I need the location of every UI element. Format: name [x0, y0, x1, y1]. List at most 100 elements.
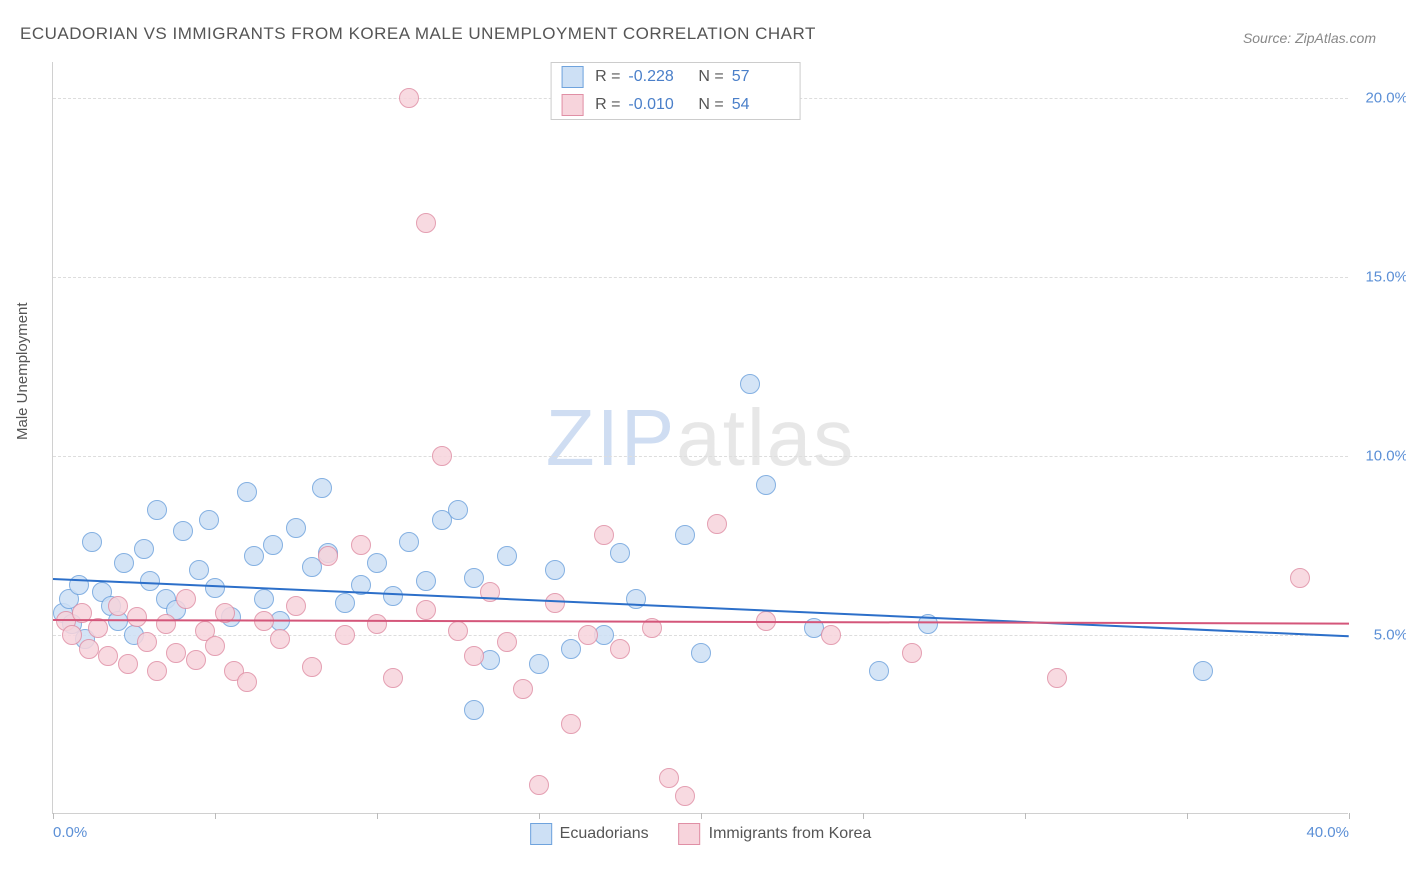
data-point-ecuadorians — [740, 374, 760, 394]
swatch-bottom-korea — [679, 823, 701, 845]
data-point-ecuadorians — [69, 575, 89, 595]
x-tick — [215, 813, 216, 819]
grid-line — [53, 456, 1348, 457]
data-point-ecuadorians — [675, 525, 695, 545]
data-point-ecuadorians — [416, 571, 436, 591]
x-tick-label: 40.0% — [1306, 824, 1349, 841]
y-tick-label: 5.0% — [1374, 626, 1406, 643]
data-point-korea — [351, 535, 371, 555]
source-attribution: Source: ZipAtlas.com — [1243, 30, 1376, 46]
data-point-ecuadorians — [254, 589, 274, 609]
y-axis-title: Male Unemployment — [14, 302, 31, 440]
legend-item-ecuadorians: Ecuadorians — [530, 823, 649, 845]
watermark-zip: ZIP — [546, 393, 676, 482]
data-point-ecuadorians — [464, 568, 484, 588]
data-point-ecuadorians — [529, 654, 549, 674]
r-value-0: -0.228 — [628, 68, 686, 86]
data-point-korea — [137, 632, 157, 652]
n-label-0: N = — [698, 68, 723, 86]
data-point-korea — [399, 88, 419, 108]
data-point-ecuadorians — [189, 560, 209, 580]
data-point-korea — [186, 650, 206, 670]
data-point-ecuadorians — [1193, 661, 1213, 681]
n-value-0: 57 — [732, 68, 790, 86]
data-point-korea — [513, 679, 533, 699]
data-point-ecuadorians — [610, 543, 630, 563]
data-point-ecuadorians — [263, 535, 283, 555]
data-point-ecuadorians — [134, 539, 154, 559]
trend-line-korea — [53, 619, 1349, 625]
trend-line-ecuadorians — [53, 578, 1349, 637]
grid-line — [53, 277, 1348, 278]
data-point-korea — [108, 596, 128, 616]
data-point-ecuadorians — [205, 578, 225, 598]
data-point-korea — [416, 213, 436, 233]
source-name: ZipAtlas.com — [1295, 30, 1376, 46]
data-point-ecuadorians — [383, 586, 403, 606]
plot-area: ZIPatlas R = -0.228 N = 57 R = -0.010 N … — [52, 62, 1348, 814]
data-point-ecuadorians — [147, 500, 167, 520]
data-point-ecuadorians — [869, 661, 889, 681]
data-point-korea — [594, 525, 614, 545]
data-point-korea — [176, 589, 196, 609]
x-tick-label: 0.0% — [53, 824, 87, 841]
x-tick — [1025, 813, 1026, 819]
x-tick — [1349, 813, 1350, 819]
data-point-korea — [675, 786, 695, 806]
x-tick — [539, 813, 540, 819]
data-point-korea — [367, 614, 387, 634]
data-point-ecuadorians — [367, 553, 387, 573]
x-tick — [701, 813, 702, 819]
data-point-ecuadorians — [756, 475, 776, 495]
data-point-korea — [432, 446, 452, 466]
y-tick-label: 15.0% — [1365, 268, 1406, 285]
series-legend: Ecuadorians Immigrants from Korea — [530, 823, 872, 845]
data-point-korea — [1290, 568, 1310, 588]
grid-line — [53, 635, 1348, 636]
swatch-korea — [561, 94, 583, 116]
data-point-korea — [147, 661, 167, 681]
data-point-korea — [79, 639, 99, 659]
data-point-ecuadorians — [244, 546, 264, 566]
chart-title: ECUADORIAN VS IMMIGRANTS FROM KOREA MALE… — [20, 24, 816, 44]
n-value-1: 54 — [732, 96, 790, 114]
data-point-korea — [497, 632, 517, 652]
legend-label-korea: Immigrants from Korea — [709, 825, 872, 843]
data-point-ecuadorians — [237, 482, 257, 502]
data-point-korea — [205, 636, 225, 656]
data-point-korea — [270, 629, 290, 649]
correlation-row-korea: R = -0.010 N = 54 — [551, 91, 800, 119]
watermark-atlas: atlas — [676, 393, 855, 482]
data-point-korea — [118, 654, 138, 674]
data-point-korea — [166, 643, 186, 663]
y-tick-label: 10.0% — [1365, 447, 1406, 464]
swatch-ecuadorians — [561, 66, 583, 88]
data-point-korea — [286, 596, 306, 616]
x-tick — [53, 813, 54, 819]
data-point-korea — [610, 639, 630, 659]
data-point-korea — [237, 672, 257, 692]
r-label-1: R = — [595, 96, 620, 114]
data-point-ecuadorians — [286, 518, 306, 538]
r-label-0: R = — [595, 68, 620, 86]
data-point-korea — [659, 768, 679, 788]
data-point-korea — [416, 600, 436, 620]
data-point-ecuadorians — [82, 532, 102, 552]
legend-label-ecuadorians: Ecuadorians — [560, 825, 649, 843]
data-point-korea — [318, 546, 338, 566]
data-point-korea — [1047, 668, 1067, 688]
data-point-korea — [127, 607, 147, 627]
data-point-ecuadorians — [173, 521, 193, 541]
data-point-ecuadorians — [464, 700, 484, 720]
data-point-ecuadorians — [335, 593, 355, 613]
correlation-row-ecuadorians: R = -0.228 N = 57 — [551, 63, 800, 91]
data-point-korea — [302, 657, 322, 677]
data-point-ecuadorians — [199, 510, 219, 530]
data-point-korea — [335, 625, 355, 645]
data-point-ecuadorians — [448, 500, 468, 520]
data-point-korea — [578, 625, 598, 645]
data-point-korea — [529, 775, 549, 795]
data-point-korea — [902, 643, 922, 663]
data-point-korea — [383, 668, 403, 688]
data-point-korea — [448, 621, 468, 641]
